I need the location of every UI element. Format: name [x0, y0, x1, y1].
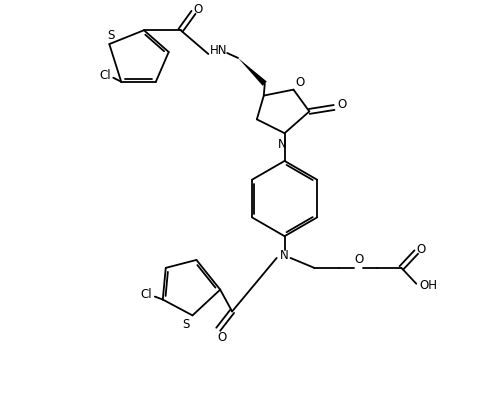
Polygon shape	[238, 58, 267, 86]
Text: O: O	[218, 331, 227, 344]
Text: N: N	[280, 249, 289, 263]
Text: O: O	[296, 76, 305, 89]
Text: O: O	[354, 253, 363, 267]
Text: O: O	[337, 98, 347, 111]
Text: OH: OH	[419, 279, 437, 292]
Text: N: N	[278, 137, 287, 150]
Text: HN: HN	[210, 44, 227, 57]
Text: O: O	[417, 243, 426, 255]
Text: Cl: Cl	[140, 288, 152, 301]
Text: O: O	[194, 3, 203, 16]
Text: Cl: Cl	[100, 69, 111, 82]
Text: S: S	[107, 29, 115, 42]
Text: S: S	[182, 318, 189, 331]
